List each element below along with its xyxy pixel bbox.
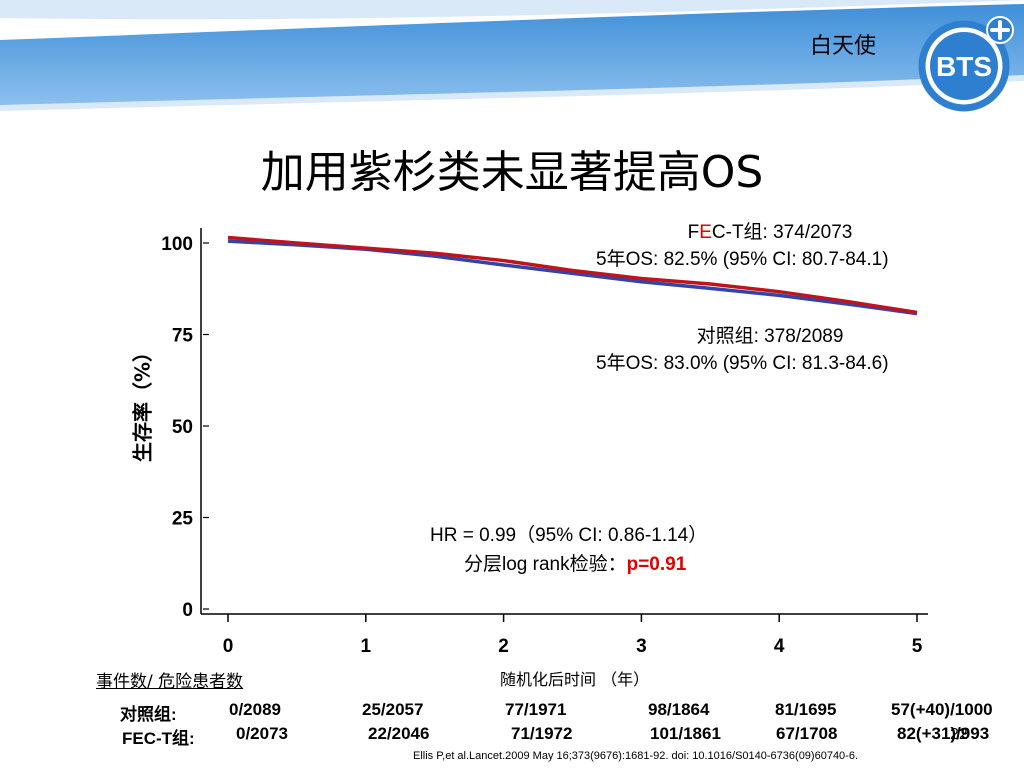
risk-row-label: FEC-T组: <box>122 729 195 748</box>
y-tick-label: 75 <box>172 326 194 347</box>
risk-row-control: 对照组: 0/2089 25/2057 77/1971 98/1864 81/1… <box>0 700 1024 724</box>
p-value: p=0.91 <box>626 554 687 575</box>
x-tick-label: 0 <box>223 636 234 657</box>
x-tick-label: 5 <box>912 636 923 657</box>
logrank-annotation: 分层log rank检验：p=0.91 <box>464 549 686 576</box>
risk-cell: 71/1972 <box>511 724 573 743</box>
control-os-annotation: 5年OS: 83.0% (95% CI: 81.3-84.6) <box>596 353 889 374</box>
series-group <box>227 235 918 316</box>
series-line <box>227 235 918 315</box>
x-axis-label: 随机化后时间 （年） <box>500 670 650 689</box>
x-tick-label: 1 <box>361 636 372 657</box>
y-ticks: 0 25 50 75 100 <box>161 234 209 621</box>
y-tick-label: 100 <box>161 234 193 255</box>
fect-annotation-line1: FEC-T组: 374/2073 <box>600 217 940 244</box>
x-tick-label: 4 <box>774 636 785 657</box>
risk-row-label: 对照组: <box>120 705 177 724</box>
citation: Ellis P,et al.Lancet.2009 May 16;373(967… <box>413 750 859 762</box>
y-tick-label: 0 <box>182 600 193 621</box>
x-ticks: 0 1 2 3 4 5 <box>223 614 923 657</box>
slide-title: 加用紫杉类未显著提高OS <box>260 147 764 198</box>
control-annotation-line1: 对照组: 378/2089 <box>696 326 844 347</box>
fect-os-annotation: 5年OS: 82.5% (95% CI: 80.7-84.1) <box>596 249 889 270</box>
risk-cell: 22/2046 <box>368 724 430 743</box>
fect-label-rest: C-T组: 374/2073 <box>711 222 853 243</box>
x-tick-label: 3 <box>636 636 647 657</box>
risk-table-title: 事件数/ 危险患者数 <box>96 672 244 692</box>
risk-cell: 81/1695 <box>775 700 837 719</box>
y-tick-label: 25 <box>172 509 194 530</box>
logo-text: BTS <box>936 51 992 82</box>
fect-label-f: F <box>687 222 700 243</box>
risk-cell: 101/1861 <box>650 724 721 743</box>
logrank-label: 分层log rank检验： <box>464 554 627 575</box>
fect-label-e: E <box>699 222 712 243</box>
x-tick-label: 2 <box>498 636 509 657</box>
risk-cell: 57(+40)/1000 <box>891 700 993 719</box>
risk-row-fect: FEC-T组: 0/2073 22/2046 71/1972 101/1861 … <box>0 724 1024 748</box>
risk-cell: 25/2057 <box>362 700 424 719</box>
brand-text: 白天使 <box>810 34 877 59</box>
page-number: 22 <box>950 726 968 743</box>
risk-cell: 82(+31)/993 <box>897 724 990 743</box>
risk-cell: 67/1708 <box>776 724 838 743</box>
risk-cell: 0/2089 <box>229 700 281 719</box>
hr-annotation: HR = 0.99（95% CI: 0.86-1.14） <box>430 525 708 546</box>
risk-cell: 77/1971 <box>505 700 567 719</box>
y-axis-label: 生存率（%） <box>130 341 155 463</box>
risk-cell: 98/1864 <box>648 700 710 719</box>
header-band <box>0 0 1024 111</box>
bts-logo: BTS <box>918 16 1014 112</box>
risk-cell: 0/2073 <box>236 724 288 743</box>
y-tick-label: 50 <box>172 417 193 438</box>
